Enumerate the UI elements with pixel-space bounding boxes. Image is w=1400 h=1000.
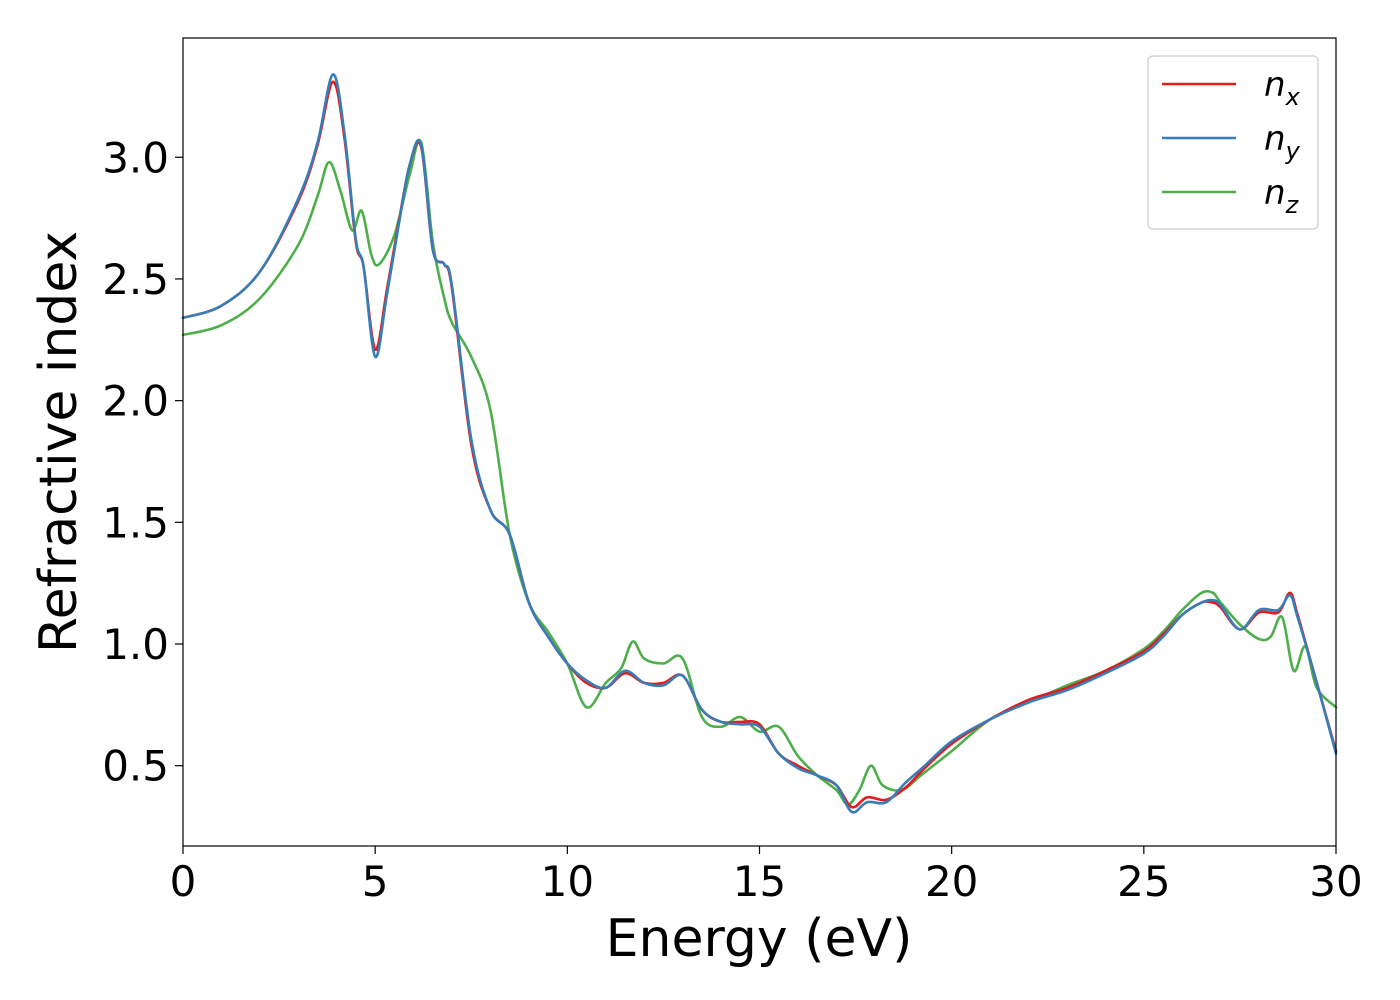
y-tick-label: 2.0 xyxy=(102,377,169,426)
y-tick-label: 2.5 xyxy=(102,255,169,304)
x-tick-label: 10 xyxy=(541,857,594,906)
legend-label-nx: nx xyxy=(1264,65,1301,111)
x-tick-label: 5 xyxy=(362,857,389,906)
y-tick-label: 1.0 xyxy=(102,620,169,669)
y-tick-label: 3.0 xyxy=(102,133,169,182)
series-layer xyxy=(181,73,1338,814)
legend-label-ny: ny xyxy=(1264,119,1301,165)
series-line-nz xyxy=(181,138,1338,806)
x-tick-label: 15 xyxy=(733,857,786,906)
x-axis-title: Energy (eV) xyxy=(606,909,913,969)
y-tick-label: 1.5 xyxy=(102,498,169,547)
y-axis-title: Refractive index xyxy=(29,231,89,653)
y-axis: 0.5 1.0 1.5 2.0 2.5 3.0 xyxy=(102,133,183,791)
plot-background xyxy=(183,38,1336,846)
x-axis: 0 5 10 15 20 25 30 xyxy=(170,846,1363,906)
x-tick-label: 30 xyxy=(1309,857,1362,906)
x-tick-label: 0 xyxy=(170,857,197,906)
legend-label-nz: nz xyxy=(1264,173,1300,219)
legend-box xyxy=(1147,55,1319,230)
x-tick-label: 20 xyxy=(925,857,978,906)
y-tick-label: 0.5 xyxy=(102,742,169,791)
x-tick-label: 25 xyxy=(1117,857,1170,906)
series-line-ny xyxy=(181,73,1338,814)
legend: nx ny nz xyxy=(1147,55,1319,230)
